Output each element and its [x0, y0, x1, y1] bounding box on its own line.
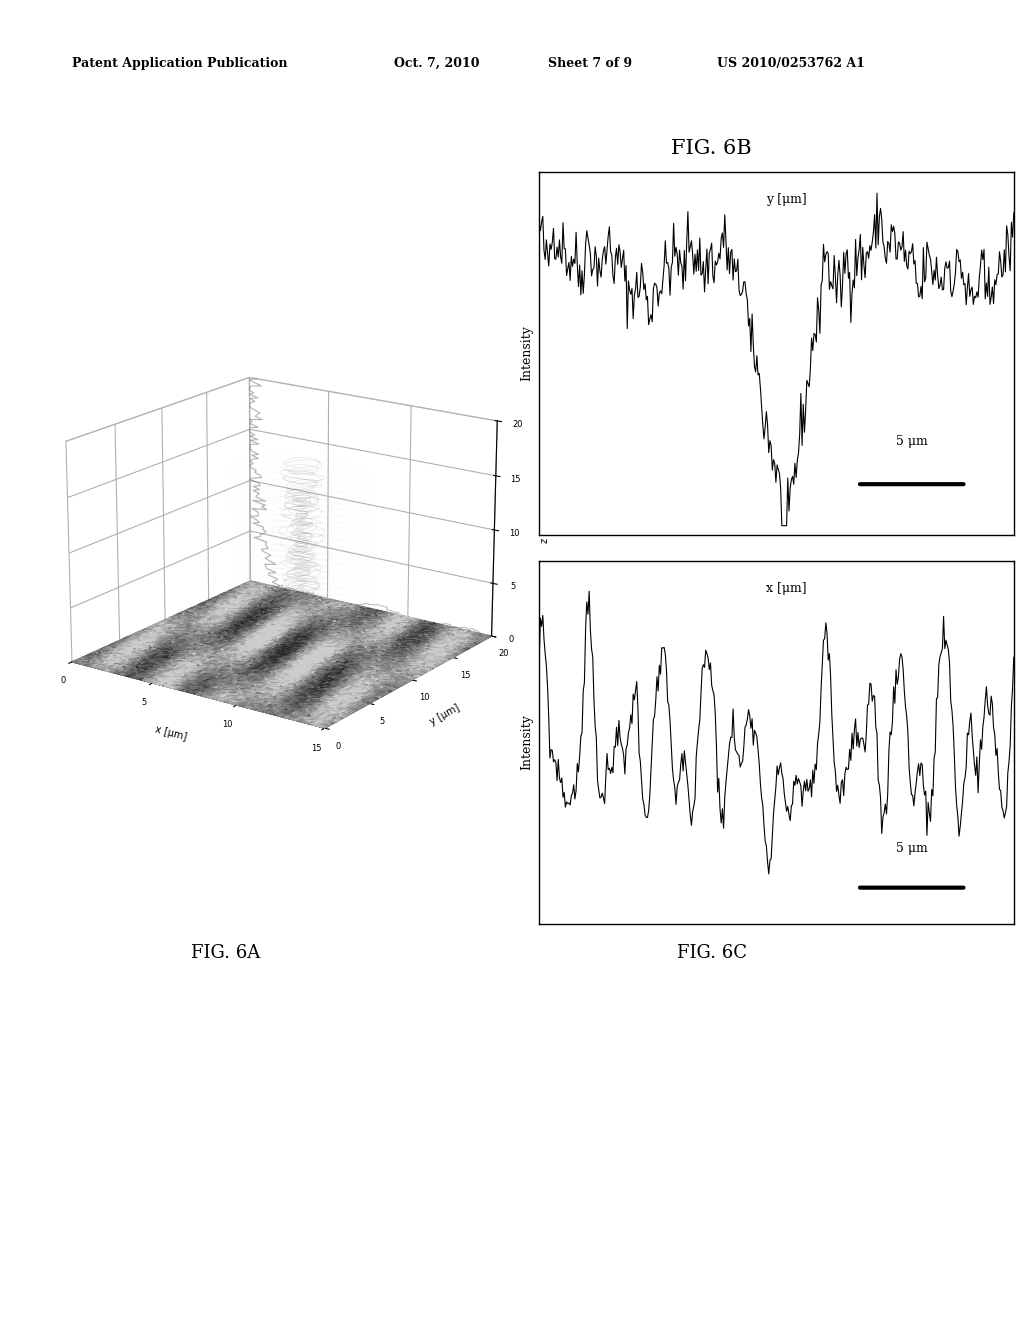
- Text: 5 μm: 5 μm: [896, 842, 928, 855]
- Y-axis label: y [μm]: y [μm]: [428, 702, 461, 727]
- Text: 5 μm: 5 μm: [896, 434, 928, 447]
- Text: FIG. 6B: FIG. 6B: [672, 140, 752, 158]
- Y-axis label: Intensity: Intensity: [520, 326, 534, 381]
- Text: FIG. 6A: FIG. 6A: [190, 944, 260, 962]
- Text: FIG. 6C: FIG. 6C: [677, 944, 746, 962]
- Text: US 2010/0253762 A1: US 2010/0253762 A1: [717, 57, 864, 70]
- Text: Oct. 7, 2010: Oct. 7, 2010: [394, 57, 479, 70]
- Text: x [μm]: x [μm]: [766, 582, 806, 595]
- X-axis label: x [μm]: x [μm]: [154, 725, 187, 742]
- Text: y [μm]: y [μm]: [766, 194, 806, 206]
- Text: Patent Application Publication: Patent Application Publication: [72, 57, 287, 70]
- Y-axis label: Intensity: Intensity: [520, 714, 534, 770]
- Text: Sheet 7 of 9: Sheet 7 of 9: [548, 57, 632, 70]
